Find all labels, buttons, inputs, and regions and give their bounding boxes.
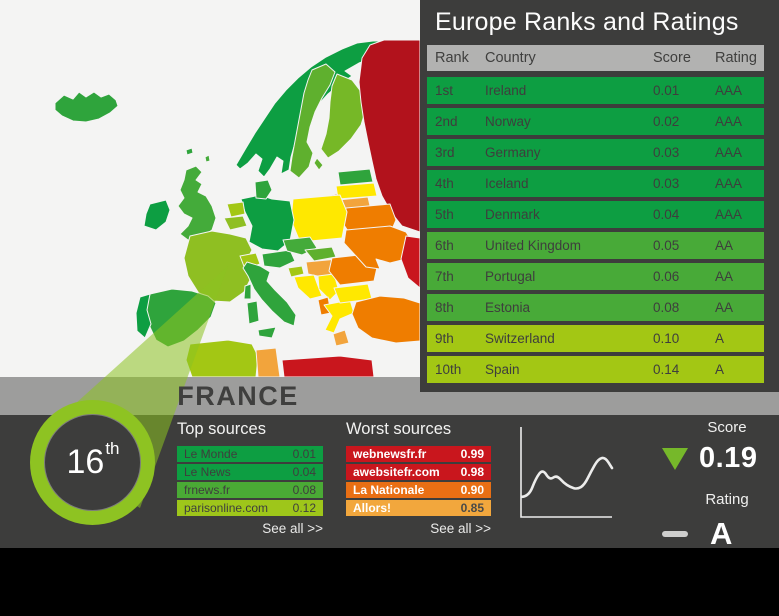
- table-row[interactable]: 2nd Norway 0.02 AAA: [427, 108, 764, 135]
- map-region-peloponnese[interactable]: [332, 329, 350, 347]
- rank-table: 1st Ireland 0.01 AAA 2nd Norway 0.02 AAA 3rd Ge…: [427, 77, 764, 383]
- table-row[interactable]: 8th Estonia 0.08 AA: [427, 294, 764, 321]
- map-country-germany[interactable]: [240, 194, 295, 252]
- map-island-corsica[interactable]: [243, 283, 252, 300]
- map-country-slovakia[interactable]: [304, 246, 337, 262]
- map-country-latvia[interactable]: [335, 182, 378, 200]
- map-country-spain[interactable]: [145, 288, 217, 348]
- france-title: FRANCE: [177, 381, 299, 411]
- table-row[interactable]: 4th Iceland 0.03 AAA: [427, 170, 764, 197]
- map-country-italy[interactable]: [242, 261, 297, 327]
- map-country-shetland[interactable]: [204, 154, 211, 163]
- source-row[interactable]: La Nationale 0.90: [346, 482, 491, 498]
- rating-value: A: [710, 516, 733, 551]
- map-region-ukraine-east[interactable]: [400, 235, 420, 289]
- trend-down-icon: [662, 447, 688, 470]
- map-country-greece[interactable]: [323, 299, 355, 334]
- map-region-north-africa-east[interactable]: [281, 355, 375, 377]
- map-island-sardinia[interactable]: [246, 300, 260, 325]
- table-row[interactable]: 10th Spain 0.14 A: [427, 356, 764, 383]
- ranking-panel: Europe Ranks and Ratings Rank Country Sc…: [420, 0, 779, 392]
- table-row[interactable]: 6th United Kingdom 0.05 AA: [427, 232, 764, 259]
- map-country-croatia[interactable]: [293, 274, 323, 300]
- top-sources: Top sources Le Monde 0.01 Le News 0.04 frn…: [177, 420, 323, 536]
- map-country-slovenia[interactable]: [287, 265, 305, 278]
- table-row[interactable]: 3rd Germany 0.03 AAA: [427, 139, 764, 166]
- map-country-iceland[interactable]: [54, 91, 119, 123]
- map-country-estonia[interactable]: [337, 168, 374, 186]
- worst-sources-title: Worst sources: [346, 420, 452, 438]
- map-country-portugal[interactable]: [135, 293, 152, 339]
- table-row[interactable]: 7th Portugal 0.06 AA: [427, 263, 764, 290]
- source-row[interactable]: Allors! 0.85: [346, 500, 491, 516]
- map-island-gotland[interactable]: [313, 157, 324, 171]
- map-country-faroe[interactable]: [185, 147, 194, 156]
- score-label: Score: [707, 419, 747, 436]
- map-country-ireland[interactable]: [143, 199, 171, 231]
- france-rank-badge: 16th: [30, 400, 155, 525]
- see-all-top-sources-link[interactable]: See all >>: [262, 521, 323, 536]
- map-region-north-africa-west[interactable]: [185, 339, 259, 377]
- map-country-turkey[interactable]: [351, 295, 420, 344]
- score-rating-block: Score 0.19 Rating A: [655, 419, 775, 552]
- map-country-ukraine[interactable]: [343, 225, 415, 270]
- source-row[interactable]: awebsitefr.com 0.98: [346, 464, 491, 480]
- top-sources-title: Top sources: [177, 420, 266, 438]
- table-row[interactable]: 5th Denmark 0.04 AAA: [427, 201, 764, 228]
- source-row[interactable]: parisonline.com 0.12: [177, 500, 323, 516]
- see-all-worst-sources-link[interactable]: See all >>: [430, 521, 491, 536]
- col-rank: Rank: [435, 50, 469, 66]
- map-island-sicily[interactable]: [257, 326, 277, 339]
- col-rating: Rating: [715, 50, 757, 66]
- source-row[interactable]: Le News 0.04: [177, 464, 323, 480]
- map-country-denmark[interactable]: [254, 179, 273, 200]
- map-country-belgium[interactable]: [223, 215, 248, 231]
- map-country-austria[interactable]: [261, 249, 296, 269]
- source-row[interactable]: webnewsfr.fr 0.99: [346, 446, 491, 462]
- col-country: Country: [485, 50, 536, 66]
- map-country-sweden[interactable]: [289, 63, 336, 179]
- map-country-russia[interactable]: [358, 39, 420, 233]
- trend-line: [520, 456, 614, 499]
- map-country-united-kingdom[interactable]: [177, 165, 217, 241]
- rank-table-header: Rank Country Score Rating: [427, 45, 764, 71]
- map-region-north-africa-mid[interactable]: [255, 347, 281, 377]
- europe-map: [0, 0, 420, 377]
- panel-title: Europe Ranks and Ratings: [435, 8, 739, 36]
- score-trend-chart: [520, 427, 614, 518]
- map-country-poland[interactable]: [290, 194, 348, 243]
- col-score: Score: [653, 50, 691, 66]
- neutral-dash-icon: [662, 531, 688, 537]
- table-row[interactable]: 1st Ireland 0.01 AAA: [427, 77, 764, 104]
- source-row[interactable]: frnews.fr 0.08: [177, 482, 323, 498]
- europe-map-svg: [54, 39, 420, 377]
- france-rank-value: 16th: [44, 414, 141, 511]
- worst-sources: Worst sources webnewsfr.fr 0.99 awebsitef…: [346, 420, 491, 536]
- map-country-netherlands[interactable]: [226, 201, 246, 218]
- rating-label: Rating: [705, 491, 749, 508]
- source-row[interactable]: Le Monde 0.01: [177, 446, 323, 462]
- score-value: 0.19: [699, 442, 758, 474]
- table-row[interactable]: 9th Switzerland 0.10 A: [427, 325, 764, 352]
- chart-axes: [520, 427, 612, 518]
